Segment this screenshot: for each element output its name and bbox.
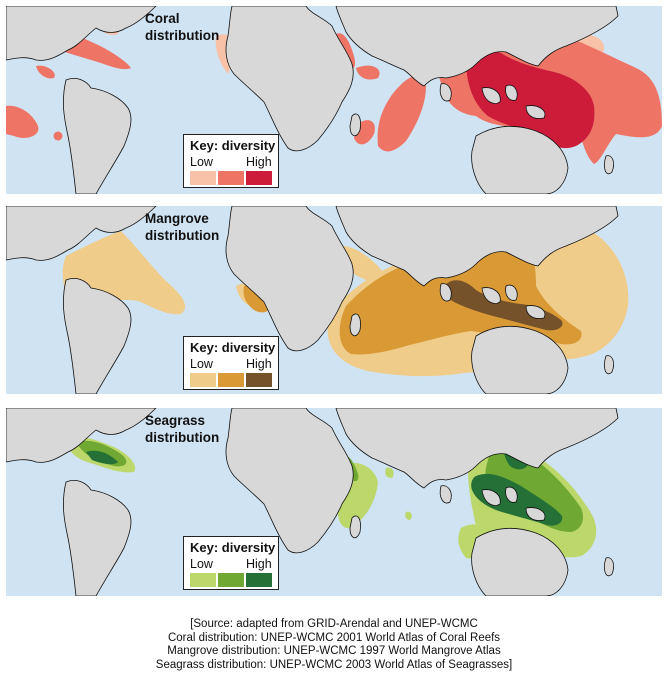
source-line: [Source: adapted from GRID-Arendal and U… [190, 618, 478, 630]
land-masses [6, 408, 619, 596]
legend-swatch-low [190, 373, 216, 387]
legend-swatch-high [246, 573, 272, 587]
legend-swatch-mid [218, 573, 244, 587]
legend-low-label: Low [190, 557, 213, 571]
legend-swatch-high [246, 373, 272, 387]
panel-title: Seagrass distribution [145, 413, 220, 445]
legend-high-label: High [246, 557, 272, 571]
coral-map-panel: Coral distribution Key: diversity Low Hi… [6, 6, 662, 194]
legend-title: Key: diversity [190, 540, 276, 555]
panel-title: Mangrove distribution [145, 211, 220, 243]
mangrove-high-zones [444, 280, 563, 331]
panel-title: Coral distribution [145, 11, 220, 43]
legend-key: Key: diversity Low High [183, 134, 279, 188]
source-line: Coral distribution: UNEP-WCMC 2001 World… [167, 631, 501, 644]
legend-high-label: High [246, 155, 272, 169]
legend-low-label: Low [190, 155, 213, 169]
source-line: Seagrass distribution: UNEP-WCMC 2003 Wo… [155, 658, 513, 671]
seagrass-map [6, 408, 662, 596]
coral-high-zones [466, 50, 595, 149]
legend-swatch-mid [218, 373, 244, 387]
legend-title: Key: diversity [190, 138, 276, 153]
legend-swatch-low [190, 573, 216, 587]
legend-low-label: Low [190, 357, 213, 371]
land-masses [6, 6, 619, 194]
seagrass-map-panel: Seagrass distribution Key: diversity Low… [6, 408, 662, 596]
legend-swatch-high [246, 171, 272, 185]
source-note: [Source: adapted from GRID-Arendal and U… [0, 618, 668, 672]
mangrove-map [6, 206, 662, 394]
legend-key: Key: diversity Low High [183, 336, 279, 390]
legend-high-label: High [246, 357, 272, 371]
legend-key: Key: diversity Low High [183, 536, 279, 590]
mangrove-map-panel: Mangrove distribution Key: diversity Low… [6, 206, 662, 394]
coral-map [6, 6, 662, 194]
source-line: Mangrove distribution: UNEP-WCMC 1997 Wo… [167, 645, 501, 658]
legend-swatch-low [190, 171, 216, 185]
legend-title: Key: diversity [190, 340, 276, 355]
land-masses [6, 206, 619, 394]
legend-swatch-mid [218, 171, 244, 185]
